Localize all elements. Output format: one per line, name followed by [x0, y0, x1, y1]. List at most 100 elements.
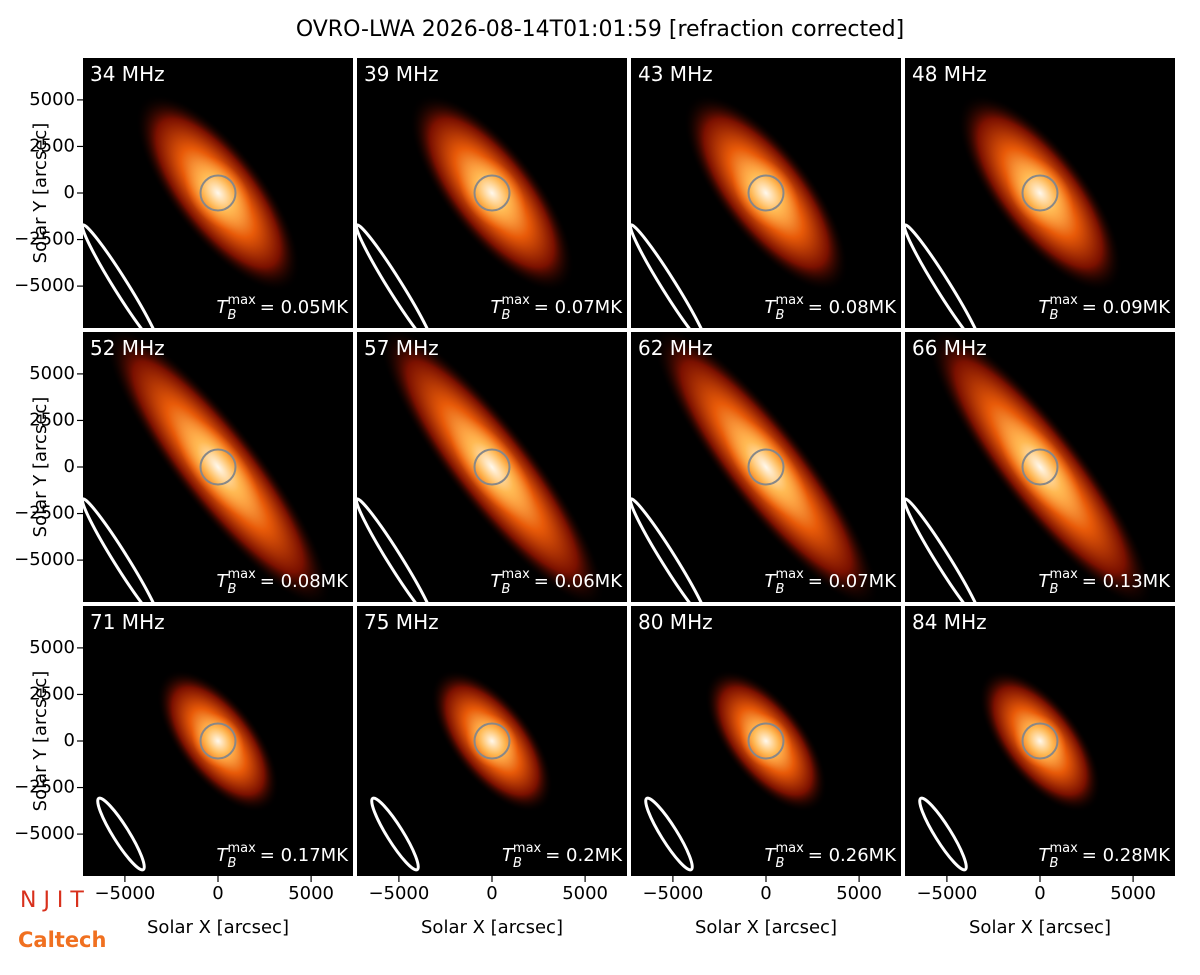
x-tick-label: 5000 — [836, 883, 882, 904]
solar-disk — [473, 174, 511, 212]
tb-value: = 0.07MK — [808, 571, 897, 592]
tb-sub: B — [502, 308, 511, 323]
tb-symbol: T — [217, 297, 230, 318]
solar-disk — [1021, 722, 1059, 760]
tb-sub: B — [502, 582, 511, 597]
panel — [357, 332, 627, 602]
x-tick-label: −5000 — [916, 883, 977, 904]
tb-max-label: TBmax = 0.13MK — [1039, 567, 1172, 597]
panel — [357, 606, 627, 876]
frequency-label: 43 MHz — [638, 62, 713, 86]
emission-core — [739, 713, 793, 769]
frequency-label: 39 MHz — [364, 62, 439, 86]
tb-symbol: T — [491, 571, 504, 592]
tb-symbol: T — [1039, 845, 1052, 866]
x-tick-label: 5000 — [1110, 883, 1156, 904]
solar-disk — [473, 722, 511, 760]
x-tick-label: −5000 — [94, 883, 155, 904]
y-axis-label: Solar Y [arcsec] — [30, 671, 51, 812]
tb-symbol: T — [217, 571, 230, 592]
tb-symbol: T — [765, 297, 778, 318]
beam — [631, 497, 710, 602]
y-tick-label: 2500 — [29, 135, 75, 156]
tb-value: = 0.05MK — [260, 297, 349, 318]
emission-core — [732, 155, 800, 231]
x-tick-label: −5000 — [368, 883, 429, 904]
y-tick-label: 0 — [64, 456, 75, 477]
panel — [357, 58, 627, 328]
njit-logo: N J I T — [20, 888, 84, 913]
x-axis-label: Solar X [arcsec] — [147, 917, 289, 938]
emission-core — [191, 713, 245, 769]
y-tick-label: 2500 — [29, 409, 75, 430]
beam — [357, 223, 436, 328]
tb-max-label: TBmax = 0.06MK — [491, 567, 624, 597]
tb-symbol: T — [217, 845, 230, 866]
tb-symbol: T — [1039, 571, 1052, 592]
panel — [905, 606, 1175, 876]
tb-value: = 0.08MK — [808, 297, 897, 318]
x-axis-label: Solar X [arcsec] — [969, 917, 1111, 938]
caltech-logo: Caltech — [18, 928, 106, 952]
x-tick-label: 0 — [212, 883, 223, 904]
panel — [631, 606, 901, 876]
tb-sub: B — [1050, 308, 1059, 323]
emission-core — [175, 416, 261, 518]
y-axis-label: Solar Y [arcsec] — [30, 123, 51, 264]
tb-sub: B — [228, 856, 237, 871]
solar-disk — [747, 174, 785, 212]
tb-sub: B — [513, 856, 522, 871]
tb-sub: B — [1050, 856, 1059, 871]
tb-max-label: TBmax = 0.28MK — [1039, 841, 1172, 871]
tb-sup: max — [501, 567, 530, 582]
beam — [631, 223, 710, 328]
tb-sub: B — [776, 856, 785, 871]
tb-sub: B — [228, 308, 237, 323]
y-tick-label: −2500 — [14, 503, 75, 524]
emission-core — [997, 416, 1083, 518]
solar-disk — [199, 722, 237, 760]
beam — [370, 796, 420, 872]
tb-sup: max — [227, 841, 256, 856]
beam — [96, 796, 146, 872]
frequency-label: 52 MHz — [90, 336, 165, 360]
panel — [631, 332, 901, 602]
y-tick-label: 0 — [64, 182, 75, 203]
tb-value: = 0.13MK — [1082, 571, 1171, 592]
tb-sup: max — [775, 293, 804, 308]
tb-value: = 0.26MK — [808, 845, 897, 866]
tb-symbol: T — [765, 571, 778, 592]
emission-core — [449, 416, 535, 518]
tb-sup: max — [227, 293, 256, 308]
solar-disk — [199, 448, 237, 486]
tb-max-label: TBmax = 0.07MK — [491, 293, 624, 323]
frequency-label: 48 MHz — [912, 62, 987, 86]
tb-sub: B — [776, 582, 785, 597]
solar-disk — [1021, 174, 1059, 212]
y-tick-label: −2500 — [14, 229, 75, 250]
panel — [631, 58, 901, 328]
tb-sup: max — [775, 567, 804, 582]
solar-disk — [1021, 448, 1059, 486]
tb-max-label: TBmax = 0.08MK — [217, 567, 350, 597]
emission-core — [465, 713, 519, 769]
panel — [83, 332, 353, 602]
frequency-label: 66 MHz — [912, 336, 987, 360]
figure-title: OVRO-LWA 2026-08-14T01:01:59 [refraction… — [296, 17, 904, 42]
tb-sup: max — [1049, 293, 1078, 308]
y-tick-label: 0 — [64, 730, 75, 751]
tb-symbol: T — [502, 845, 515, 866]
beam — [905, 497, 984, 602]
y-tick-label: 5000 — [29, 89, 75, 110]
y-tick-label: −5000 — [14, 275, 75, 296]
tb-value: = 0.08MK — [260, 571, 349, 592]
beam — [918, 796, 968, 872]
solar-disk — [747, 448, 785, 486]
y-tick-label: 5000 — [29, 363, 75, 384]
frequency-label: 84 MHz — [912, 610, 987, 634]
x-axis-label: Solar X [arcsec] — [421, 917, 563, 938]
tb-sub: B — [776, 308, 785, 323]
x-tick-label: 0 — [760, 883, 771, 904]
tb-value: = 0.28MK — [1082, 845, 1171, 866]
emission-core — [1013, 713, 1067, 769]
